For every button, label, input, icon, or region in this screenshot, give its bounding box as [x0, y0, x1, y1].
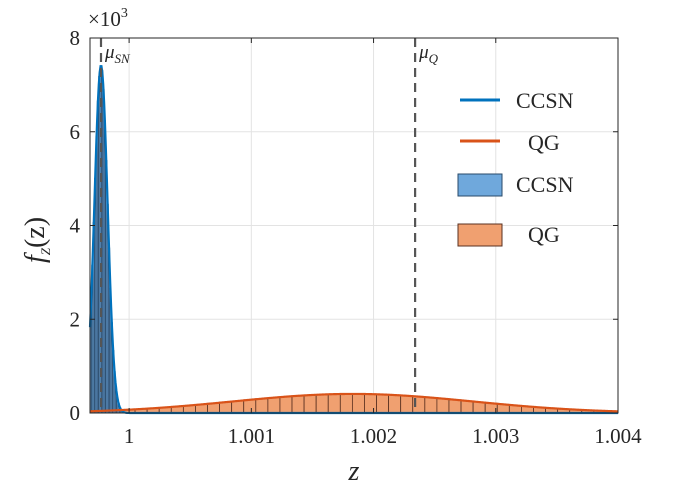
histogram-bar [400, 395, 414, 414]
histogram-bar [436, 398, 450, 414]
histogram-bar [388, 394, 402, 414]
legend-label-ccsn-line: CCSN [516, 88, 574, 113]
y-tick-label: 8 [70, 26, 81, 50]
histogram-bar [279, 396, 293, 414]
x-tick-label: 1.003 [472, 424, 519, 448]
histogram-bar [219, 401, 233, 414]
legend-label-qg-hist: QG [528, 222, 560, 247]
x-axis-title: z [348, 456, 360, 487]
mean-label-sn: μSN [104, 42, 131, 66]
histogram-bar [448, 399, 462, 414]
histogram-bar [267, 397, 281, 414]
legend-label-qg-line: QG [528, 130, 560, 155]
histogram-bar [315, 394, 329, 414]
histogram-bar [424, 397, 438, 414]
axis-ticks: 1 1.001 1.002 1.003 1.004 0 2 4 6 8 [70, 26, 643, 448]
y-tick-label: 2 [70, 307, 81, 331]
histogram-bar [351, 393, 365, 414]
histogram-bar [303, 394, 317, 414]
y-exponent-label: ×103 [88, 6, 128, 31]
histogram-bar [231, 400, 245, 414]
legend: CCSN QG CCSN QG [457, 88, 574, 247]
histogram-bar [364, 393, 377, 414]
histogram-bar [255, 398, 269, 414]
x-tick-label: 1.001 [228, 424, 275, 448]
y-tick-label: 0 [70, 401, 81, 425]
y-tick-label: 4 [70, 214, 81, 238]
histogram-bar [339, 393, 353, 414]
y-tick-label: 6 [70, 120, 81, 144]
mean-lines: μSN μQ [99, 38, 439, 413]
x-tick-label: 1.004 [594, 424, 642, 448]
x-tick-label: 1 [124, 424, 135, 448]
pdf-curve-qg [89, 392, 619, 413]
y-axis-title: fZ(z) [20, 217, 53, 263]
mean-label-q: μQ [418, 42, 439, 66]
legend-swatch-ccsn-hist [457, 173, 503, 197]
legend-swatch-qg-hist [457, 223, 503, 247]
histogram-bar [291, 395, 305, 414]
x-tick-label: 1.002 [350, 424, 397, 448]
histogram-bar [376, 394, 390, 414]
histogram-bar [460, 400, 474, 414]
legend-label-ccsn-hist: CCSN [516, 172, 574, 197]
histogram-bar [472, 401, 486, 414]
histogram-bar [327, 393, 341, 414]
histogram-bar [243, 399, 257, 414]
